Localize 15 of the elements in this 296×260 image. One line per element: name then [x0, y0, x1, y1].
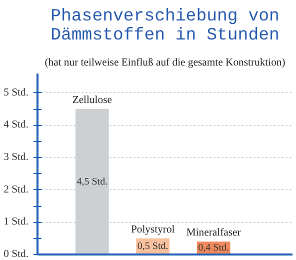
data-label: 0,5 Std. [137, 240, 168, 252]
y-tick-label: 1 Std. [4, 216, 29, 228]
y-tick-label: 3 Std. [4, 152, 29, 164]
y-tick-label: 2 Std. [4, 184, 29, 196]
chart-subtitle: (hat nur teilweise Einfluß auf die gesamte Konstruktion) [44, 58, 286, 68]
x-tick-label: Zellulose [72, 95, 112, 106]
x-tick-label: Polystyrol [130, 224, 175, 236]
bar [75, 109, 109, 254]
x-tick-label: Mineralfaser [186, 228, 242, 239]
chart-title: Phasenverschiebung von Dämmstoffen in Stunden [50, 8, 280, 46]
data-label: 4,5 Std. [76, 176, 108, 188]
y-tick-label: 0 Std. [4, 249, 29, 260]
y-tick-label: 5 Std. [4, 87, 29, 98]
y-tick-label: 4 Std. [4, 120, 29, 131]
data-label: 0,4 Std. [198, 242, 229, 254]
